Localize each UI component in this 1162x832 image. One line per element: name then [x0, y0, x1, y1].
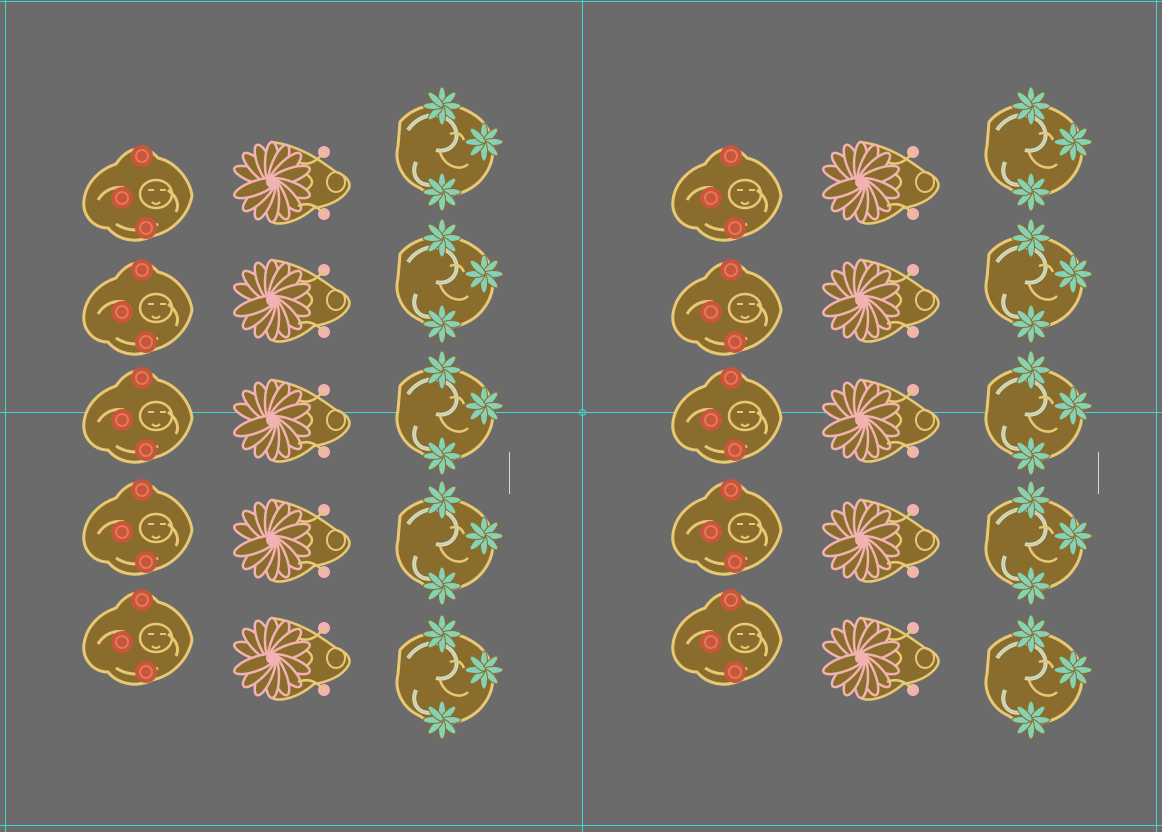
- ganesha-leaves-sticker-icon[interactable]: [380, 86, 504, 212]
- lotus-meditating-buddha-sticker-icon[interactable]: [232, 360, 356, 472]
- ganesha-leaves-sticker-icon[interactable]: [969, 480, 1093, 606]
- lotus-buddha-face-sticker-icon[interactable]: [76, 470, 200, 582]
- ganesha-leaves-sticker-icon[interactable]: [380, 350, 504, 476]
- lotus-buddha-face-sticker-icon[interactable]: [665, 580, 789, 692]
- lotus-meditating-buddha-sticker-icon[interactable]: [821, 360, 945, 472]
- lotus-buddha-face-sticker-icon[interactable]: [76, 250, 200, 362]
- lotus-meditating-buddha-sticker-icon[interactable]: [821, 598, 945, 710]
- guide-line-left[interactable]: [5, 0, 6, 832]
- lotus-buddha-face-sticker-icon[interactable]: [76, 580, 200, 692]
- lotus-buddha-face-sticker-icon[interactable]: [665, 136, 789, 248]
- lotus-meditating-buddha-sticker-icon[interactable]: [821, 480, 945, 592]
- lotus-meditating-buddha-sticker-icon[interactable]: [232, 598, 356, 710]
- guide-line-right[interactable]: [1156, 0, 1157, 832]
- ganesha-leaves-sticker-icon[interactable]: [380, 218, 504, 344]
- lotus-buddha-face-sticker-icon[interactable]: [665, 250, 789, 362]
- lotus-meditating-buddha-sticker-icon[interactable]: [821, 122, 945, 234]
- lotus-meditating-buddha-sticker-icon[interactable]: [232, 122, 356, 234]
- ganesha-leaves-sticker-icon[interactable]: [969, 614, 1093, 740]
- text-cursor-left: [509, 452, 510, 494]
- ganesha-leaves-sticker-icon[interactable]: [969, 86, 1093, 212]
- guide-line-bottom[interactable]: [0, 825, 1162, 826]
- guide-intersection-marker: [579, 409, 586, 416]
- lotus-buddha-face-sticker-icon[interactable]: [76, 358, 200, 470]
- ganesha-leaves-sticker-icon[interactable]: [969, 350, 1093, 476]
- ganesha-leaves-sticker-icon[interactable]: [969, 218, 1093, 344]
- guide-line-center[interactable]: [582, 0, 583, 832]
- ganesha-leaves-sticker-icon[interactable]: [380, 614, 504, 740]
- lotus-buddha-face-sticker-icon[interactable]: [665, 470, 789, 582]
- text-cursor-right: [1098, 452, 1099, 494]
- ganesha-leaves-sticker-icon[interactable]: [380, 480, 504, 606]
- guide-line-top[interactable]: [0, 1, 1162, 2]
- lotus-meditating-buddha-sticker-icon[interactable]: [232, 240, 356, 352]
- lotus-meditating-buddha-sticker-icon[interactable]: [821, 240, 945, 352]
- lotus-meditating-buddha-sticker-icon[interactable]: [232, 480, 356, 592]
- lotus-buddha-face-sticker-icon[interactable]: [665, 358, 789, 470]
- lotus-buddha-face-sticker-icon[interactable]: [76, 136, 200, 248]
